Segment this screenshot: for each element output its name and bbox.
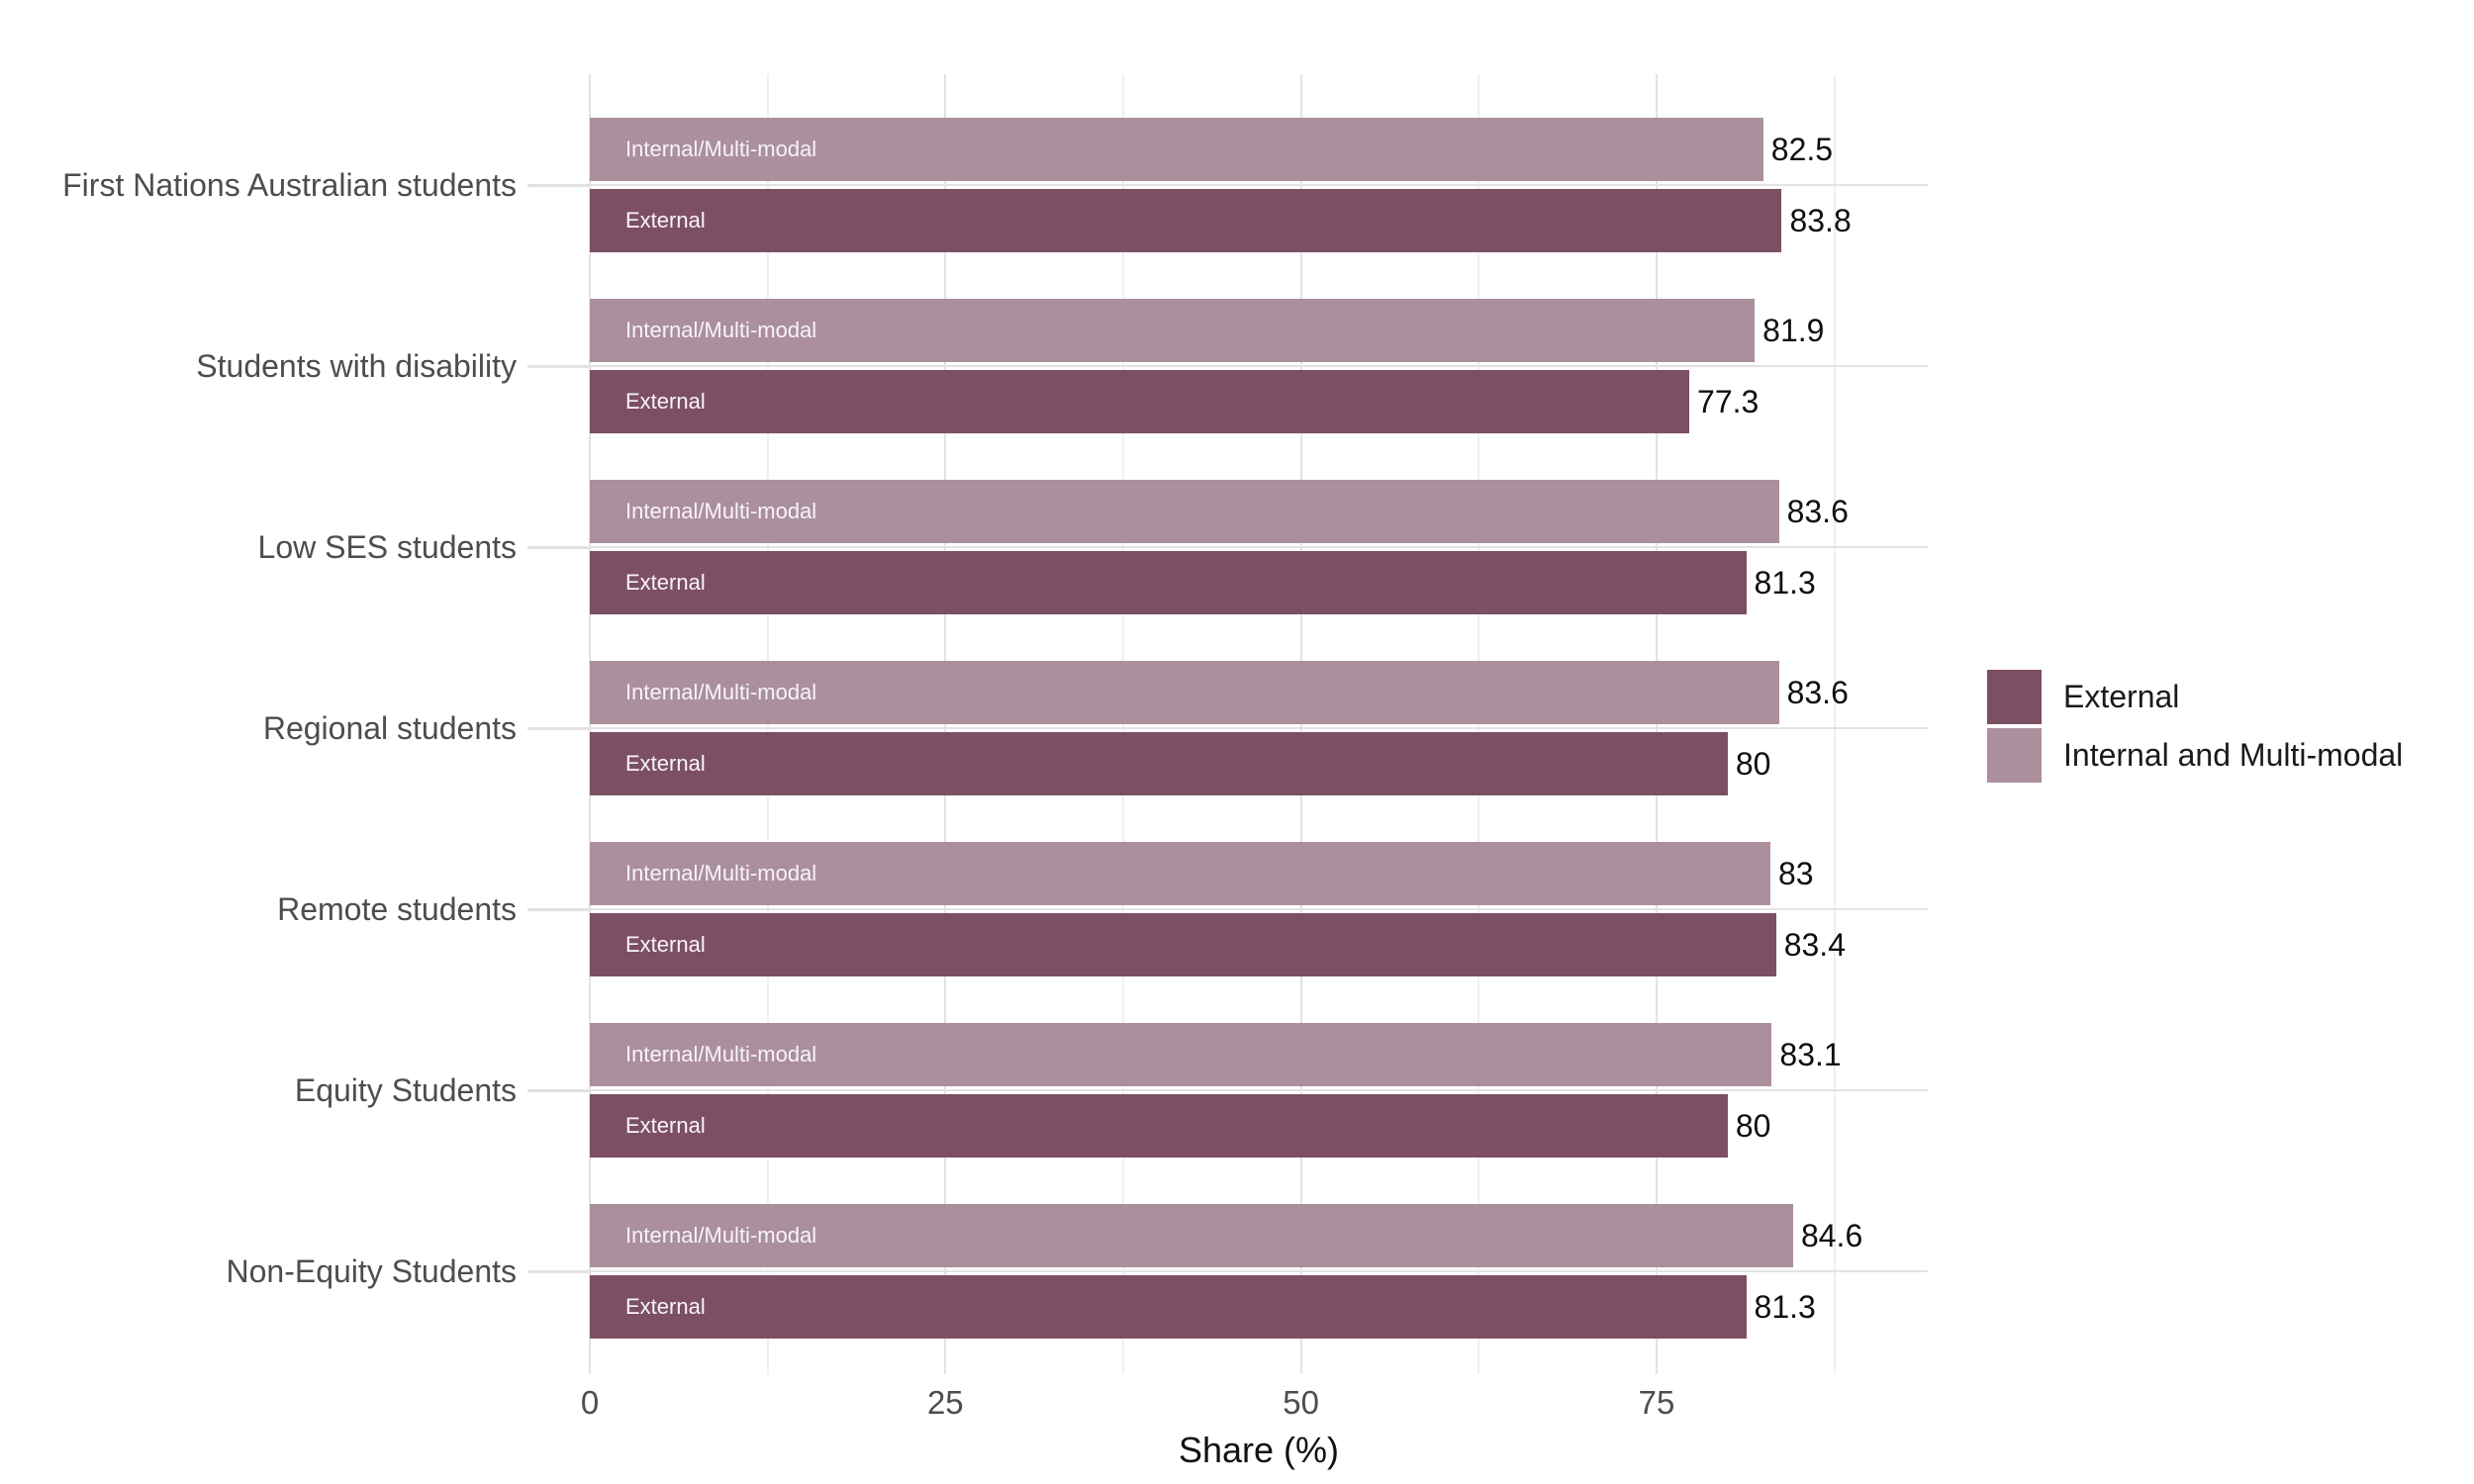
x-tick-label: 0 [580, 1384, 600, 1421]
bar-inner-label: External [625, 389, 706, 414]
legend-item-internal-multimodal: Internal and Multi-modal [1987, 728, 2403, 783]
plot-panel: Internal/Multi-modal 82.5 External 83.8 Inte… [589, 74, 1928, 1374]
bar-internal-multimodal: Internal/Multi-modal [590, 842, 1770, 905]
bar-value-label: 81.3 [1754, 1289, 1816, 1325]
category-gridline [590, 908, 1928, 910]
legend-swatch-external [1987, 670, 2042, 724]
y-axis-label: Students with disability [196, 348, 517, 384]
bar-value-label: 77.3 [1697, 384, 1760, 419]
y-axis-tick [527, 1088, 589, 1092]
bar-internal-multimodal: Internal/Multi-modal [590, 118, 1763, 181]
y-axis-label: Regional students [262, 710, 517, 746]
bar-internal-multimodal: Internal/Multi-modal [590, 661, 1779, 724]
bar-inner-label: External [625, 208, 706, 232]
y-axis-tick [527, 907, 589, 911]
category-gridline [590, 546, 1928, 548]
bar-internal-multimodal: Internal/Multi-modal [590, 1023, 1772, 1086]
category-gridline [590, 727, 1928, 729]
category-gridline [590, 1270, 1928, 1272]
bar-value-label: 84.6 [1800, 1218, 1863, 1253]
y-axis-tick [527, 364, 589, 368]
bar-value-label: 83.1 [1779, 1037, 1842, 1072]
category-gridline [590, 184, 1928, 186]
bar-value-label: 80 [1735, 746, 1771, 782]
bar-external: External [590, 1275, 1747, 1339]
bar-inner-label: Internal/Multi-modal [625, 861, 817, 885]
bar-value-label: 80 [1735, 1108, 1771, 1144]
x-tick-label: 25 [926, 1384, 964, 1421]
bar-value-label: 83.8 [1789, 203, 1852, 238]
y-axis-tick [527, 183, 589, 187]
y-axis-tick [527, 545, 589, 549]
x-tick-label: 50 [1283, 1384, 1319, 1421]
y-axis-label: Remote students [277, 891, 517, 927]
bar-external: External [590, 732, 1728, 795]
bar-inner-label: Internal/Multi-modal [625, 1042, 817, 1067]
y-axis-tick [527, 1269, 589, 1273]
bar-inner-label: External [625, 932, 706, 957]
y-axis-label: Non-Equity Students [226, 1253, 518, 1289]
bar-external: External [590, 189, 1782, 252]
legend-item-external: External [1987, 670, 2403, 724]
legend-label-external: External [2063, 679, 2180, 714]
x-axis-title: Share (%) [1178, 1430, 1340, 1470]
bar-value-label: 83 [1777, 856, 1814, 891]
bar-value-label: 82.5 [1770, 132, 1834, 167]
y-axis-label: Equity Students [294, 1072, 517, 1108]
bar-external: External [590, 1094, 1728, 1158]
y-axis-label: First Nations Australian students [62, 167, 517, 203]
bar-inner-label: External [625, 1294, 706, 1319]
major-gridline [944, 74, 947, 1374]
major-gridline [1299, 74, 1302, 1374]
bar-external: External [590, 370, 1690, 433]
bar-inner-label: External [625, 1113, 706, 1138]
bar-external: External [590, 913, 1776, 976]
bar-inner-label: External [625, 570, 706, 595]
minor-gridline [1477, 74, 1480, 1374]
legend-swatch-internal-multimodal [1987, 728, 2042, 783]
bar-value-label: 83.4 [1783, 927, 1846, 963]
legend: External Internal and Multi-modal [1987, 670, 2403, 787]
category-gridline [590, 365, 1928, 367]
major-gridline [1655, 74, 1658, 1374]
bar-inner-label: External [625, 751, 706, 776]
bar-internal-multimodal: Internal/Multi-modal [590, 480, 1779, 543]
minor-gridline [1833, 74, 1836, 1374]
minor-gridline [1121, 74, 1124, 1374]
category-gridline [590, 1089, 1928, 1091]
bar-value-label: 83.6 [1786, 494, 1849, 529]
x-tick-label: 75 [1638, 1384, 1675, 1421]
bar-value-label: 83.6 [1786, 675, 1849, 710]
y-axis-label: Low SES students [257, 529, 517, 565]
minor-gridline [766, 74, 769, 1374]
bar-inner-label: Internal/Multi-modal [625, 137, 817, 161]
bar-value-label: 81.3 [1754, 565, 1816, 601]
legend-label-internal-multimodal: Internal and Multi-modal [2063, 737, 2404, 773]
bar-internal-multimodal: Internal/Multi-modal [590, 299, 1756, 362]
bar-inner-label: Internal/Multi-modal [625, 499, 817, 523]
bar-internal-multimodal: Internal/Multi-modal [590, 1204, 1793, 1267]
bar-inner-label: Internal/Multi-modal [625, 680, 817, 704]
major-gridline [589, 74, 591, 1374]
bar-external: External [590, 551, 1747, 614]
bar-inner-label: Internal/Multi-modal [625, 318, 817, 342]
y-axis-tick [527, 726, 589, 730]
bar-value-label: 81.9 [1762, 313, 1825, 348]
bar-inner-label: Internal/Multi-modal [625, 1223, 817, 1248]
